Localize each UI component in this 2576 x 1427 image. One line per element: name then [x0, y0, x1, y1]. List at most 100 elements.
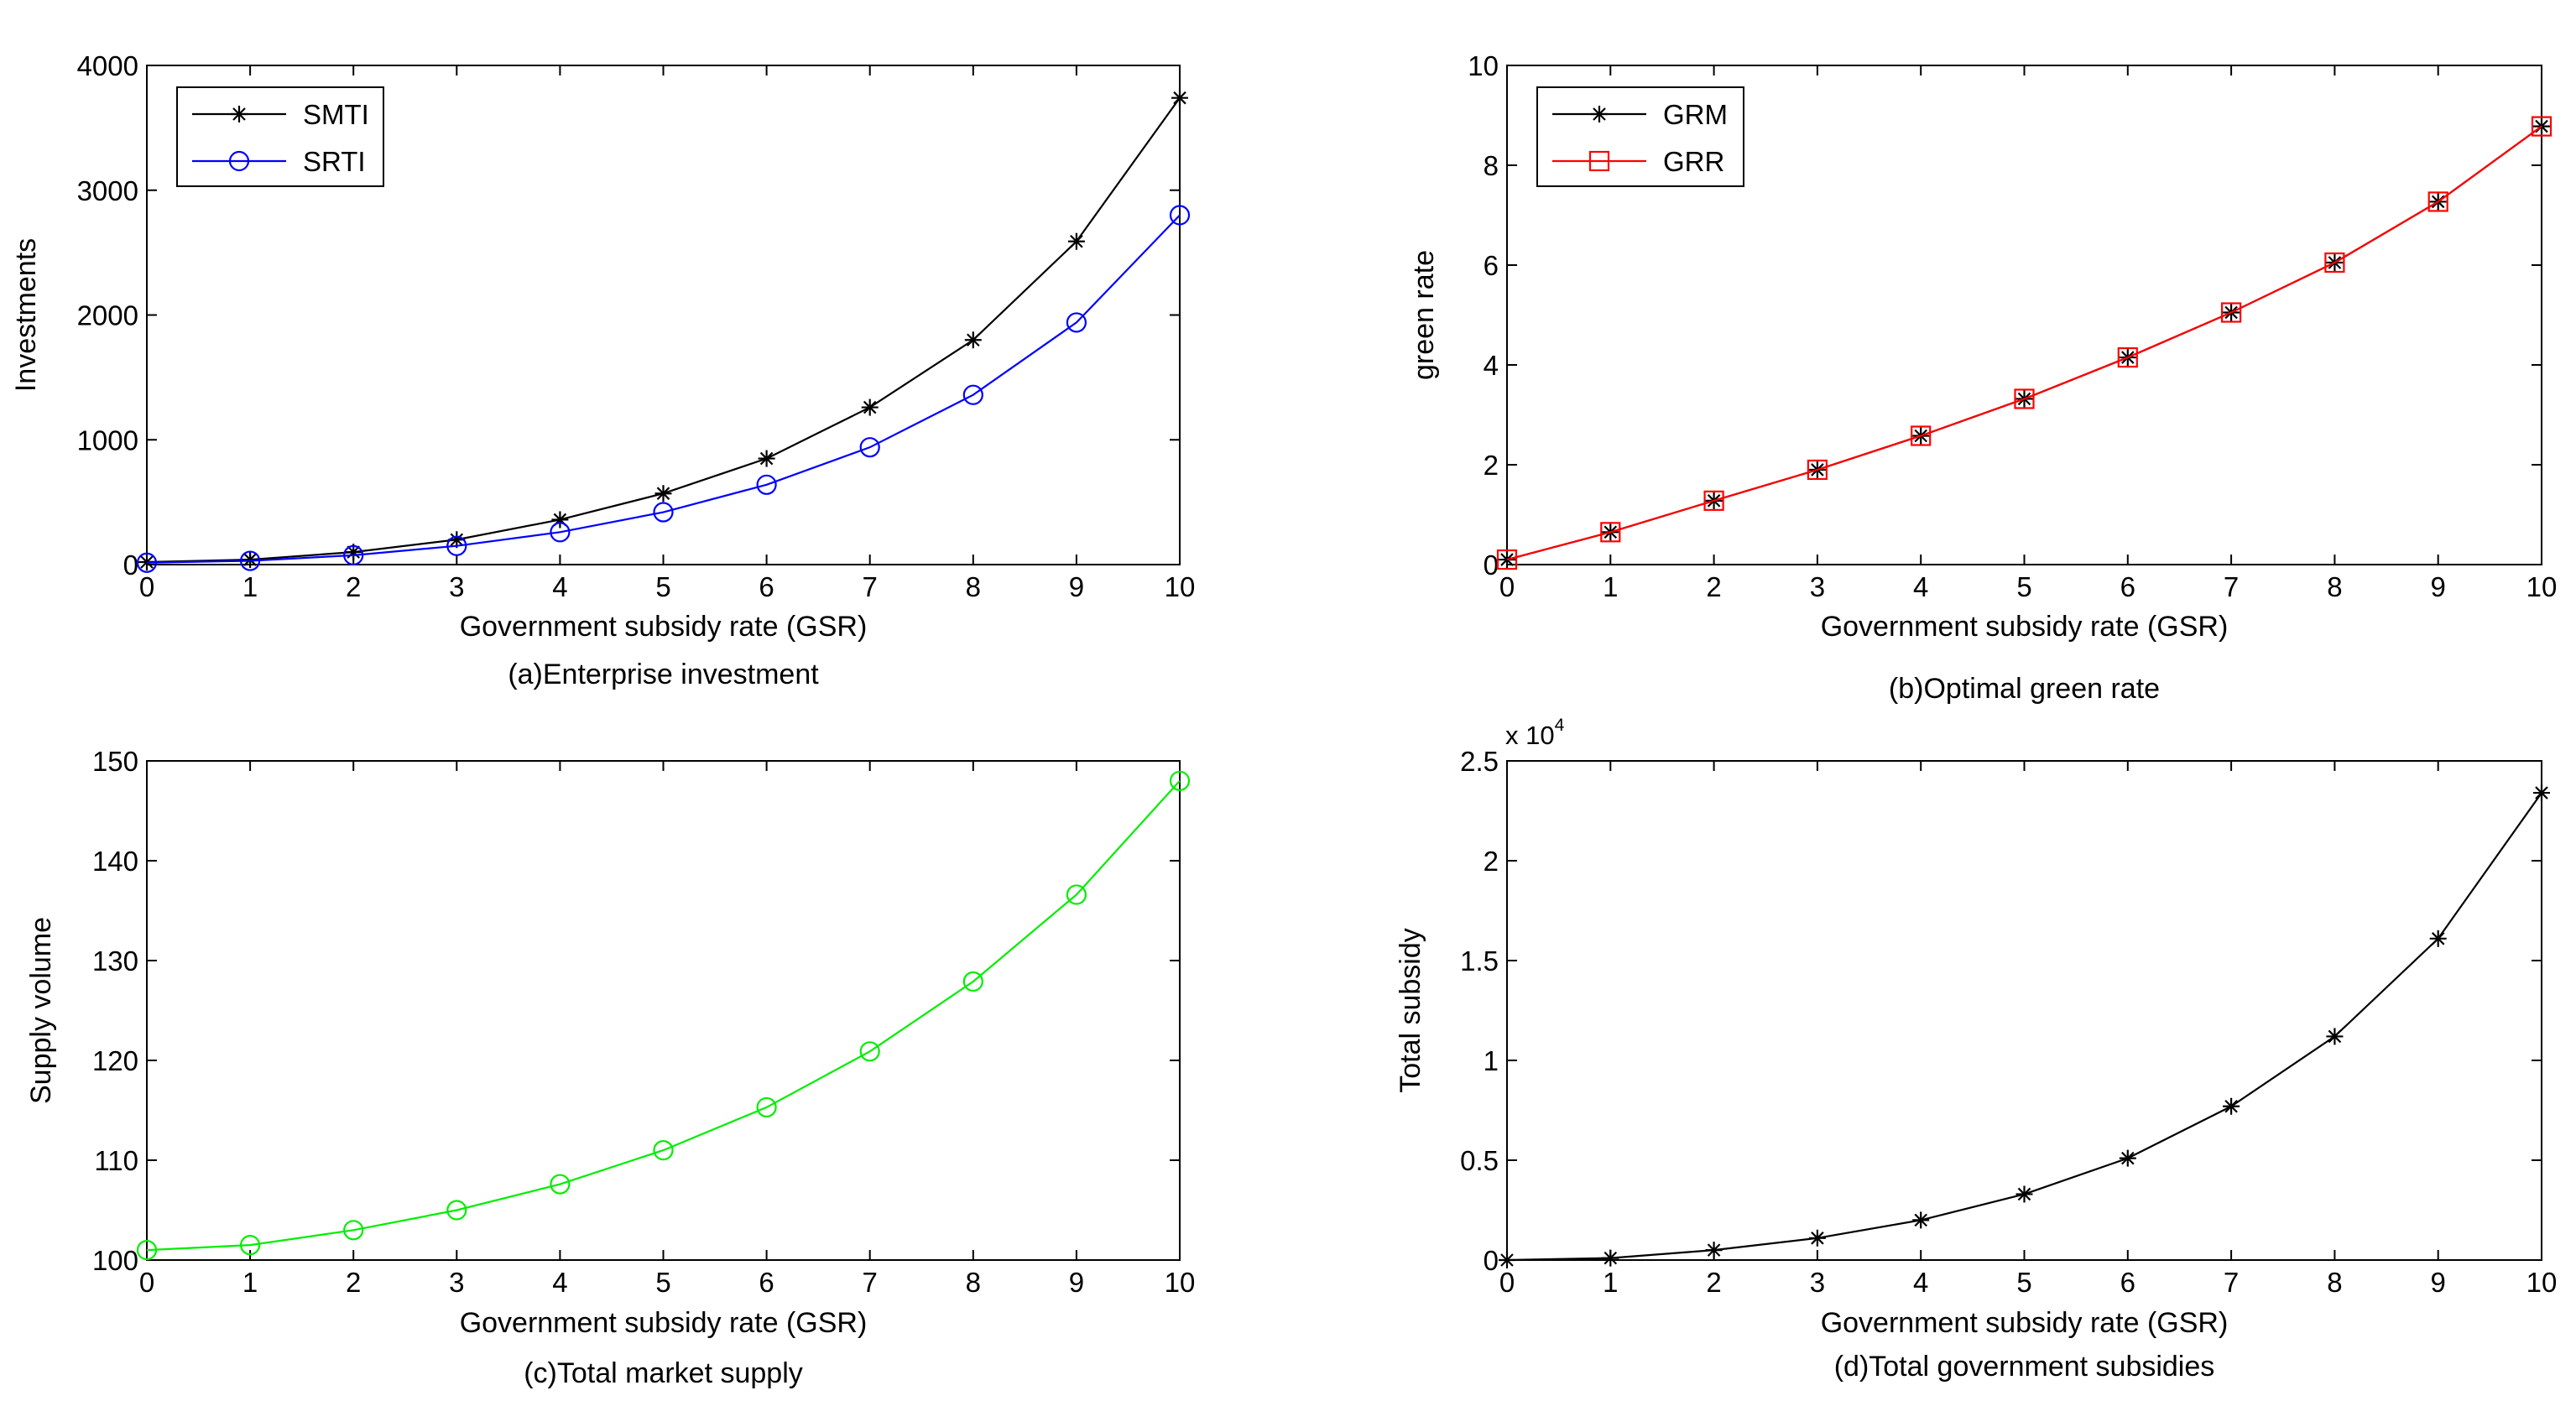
data-point-3 — [446, 535, 467, 556]
x-tick-label: 7 — [863, 571, 878, 602]
y-tick-label: 150 — [92, 746, 138, 777]
y-tick-label: 6 — [1484, 250, 1499, 281]
x-tick-label: 2 — [346, 571, 361, 602]
data-point-9 — [2427, 191, 2448, 212]
x-tick-label: 0 — [1499, 571, 1515, 602]
marker-stroke — [1070, 234, 1083, 248]
x-tick-label: 1 — [242, 571, 258, 602]
y-tick-label: 0 — [123, 549, 138, 581]
x-tick-label: 9 — [2431, 1267, 2446, 1298]
data-point-2 — [1703, 490, 1724, 511]
data-point-8 — [2324, 252, 2345, 273]
series-srti — [136, 205, 1191, 573]
x-tick-label: 8 — [2327, 571, 2342, 602]
y-tick-label: 1.5 — [1460, 945, 1499, 977]
data-point-1 — [240, 550, 261, 571]
marker-stroke — [1603, 1251, 1618, 1265]
y-tick-label: 2 — [1484, 846, 1499, 877]
x-tick-label: 4 — [1913, 1267, 1928, 1298]
marker-stroke — [243, 553, 257, 566]
data-point-5 — [654, 485, 672, 503]
data-point-1 — [1600, 522, 1621, 543]
series-total-subsidy — [1499, 784, 2550, 1268]
marker-stroke — [759, 451, 774, 466]
x-tick-label: 0 — [1499, 1267, 1515, 1298]
x-tick-label: 0 — [139, 571, 154, 602]
data-point-1 — [242, 551, 259, 569]
x-tick-label: 3 — [449, 571, 464, 602]
x-tick-label: 6 — [2120, 1267, 2135, 1298]
chart-caption: (a)Enterprise investment — [508, 659, 819, 690]
x-tick-label: 3 — [449, 1267, 464, 1298]
data-point-3 — [1808, 1229, 1826, 1247]
marker-stroke — [1914, 1213, 1927, 1227]
y-tick-label: 2.5 — [1460, 746, 1499, 777]
marker-stroke — [2017, 1187, 2031, 1201]
marker-stroke — [863, 400, 877, 414]
x-tick-label: 5 — [2016, 571, 2031, 602]
x-tick-label: 4 — [1913, 571, 1928, 602]
y-tick-label: 120 — [92, 1045, 138, 1076]
data-point-7 — [859, 437, 880, 458]
x-tick-label: 10 — [2526, 1267, 2558, 1298]
x-axis-label: Government subsidy rate (GSR) — [1821, 611, 2229, 643]
series-line — [146, 780, 1181, 1252]
x-tick-label: 3 — [1810, 1267, 1825, 1298]
axis-exponent-power: 4 — [1555, 716, 1565, 735]
marker-stroke — [2535, 786, 2548, 799]
marker-stroke — [967, 333, 980, 347]
series-line — [1506, 125, 2542, 561]
data-point-3 — [1807, 459, 1828, 481]
marker-stroke — [2328, 1029, 2342, 1044]
axis-exponent-label: x 104 — [1505, 716, 1565, 750]
x-tick-label: 6 — [759, 571, 774, 602]
y-tick-label: 110 — [94, 1145, 138, 1176]
x-tick-label: 5 — [2016, 1267, 2031, 1298]
data-point-9 — [1067, 232, 1085, 250]
y-tick-label: 140 — [92, 846, 138, 877]
y-axis-label: green rate — [1408, 250, 1440, 380]
data-point-0 — [136, 552, 158, 573]
x-tick-label: 0 — [139, 1267, 154, 1298]
chart-caption: (b)Optimal green rate — [1889, 673, 2160, 705]
x-tick-label: 10 — [1165, 571, 1196, 602]
chart-panel-3: 0 1 2 3 4 5 6 7 8 9 10 100 110 120 130 140 150 Government… — [25, 746, 1195, 1389]
series-grr — [1496, 116, 2553, 570]
x-tick-label: 9 — [1069, 571, 1084, 602]
x-tick-label: 8 — [966, 571, 981, 602]
x-tick-label: 10 — [2526, 571, 2558, 602]
chart-panel-1: 0 1 2 3 4 5 6 7 8 9 10 0 1000 2000 3000 4000 Government … — [10, 50, 1195, 690]
x-tick-label: 1 — [1603, 1267, 1618, 1298]
marker-stroke — [2121, 1151, 2135, 1165]
x-tick-label: 2 — [1706, 1267, 1721, 1298]
data-point-7 — [859, 1041, 880, 1062]
data-point-7 — [861, 398, 879, 416]
marker-stroke — [1811, 1232, 1824, 1245]
data-point-4 — [550, 522, 571, 543]
marker-stroke — [1500, 1253, 1514, 1267]
x-tick-label: 6 — [759, 1267, 774, 1298]
x-tick-label: 7 — [2224, 571, 2239, 602]
legend: GRM GRR — [1536, 86, 1744, 187]
legend-label: GRM — [1663, 99, 1728, 130]
legend: SMTI SRTI — [176, 86, 384, 187]
data-point-6 — [2117, 346, 2138, 368]
data-point-2 — [1705, 1242, 1723, 1259]
data-point-0 — [1499, 1252, 1515, 1268]
data-point-5 — [653, 502, 674, 523]
x-tick-label: 2 — [346, 1267, 361, 1298]
data-point-7 — [2221, 302, 2242, 323]
x-tick-label: 3 — [1810, 571, 1825, 602]
y-tick-label: 3000 — [77, 175, 138, 206]
chart-panel-4: 0 1 2 3 4 5 6 7 8 9 10 0 0.5 1 1.5 2 2.5x 104 Government … — [1395, 716, 2557, 1383]
legend-entry-srti: SRTI — [192, 146, 366, 177]
data-point-6 — [758, 450, 775, 467]
x-tick-label: 7 — [863, 1267, 878, 1298]
chart-caption: (d)Total government subsidies — [1834, 1351, 2215, 1383]
data-point-5 — [2015, 1185, 2033, 1203]
y-tick-label: 4 — [1484, 350, 1499, 381]
data-point-3 — [446, 1200, 467, 1221]
x-tick-label: 9 — [1069, 1267, 1084, 1298]
data-point-0 — [1496, 549, 1518, 570]
y-tick-label: 8 — [1484, 150, 1499, 181]
